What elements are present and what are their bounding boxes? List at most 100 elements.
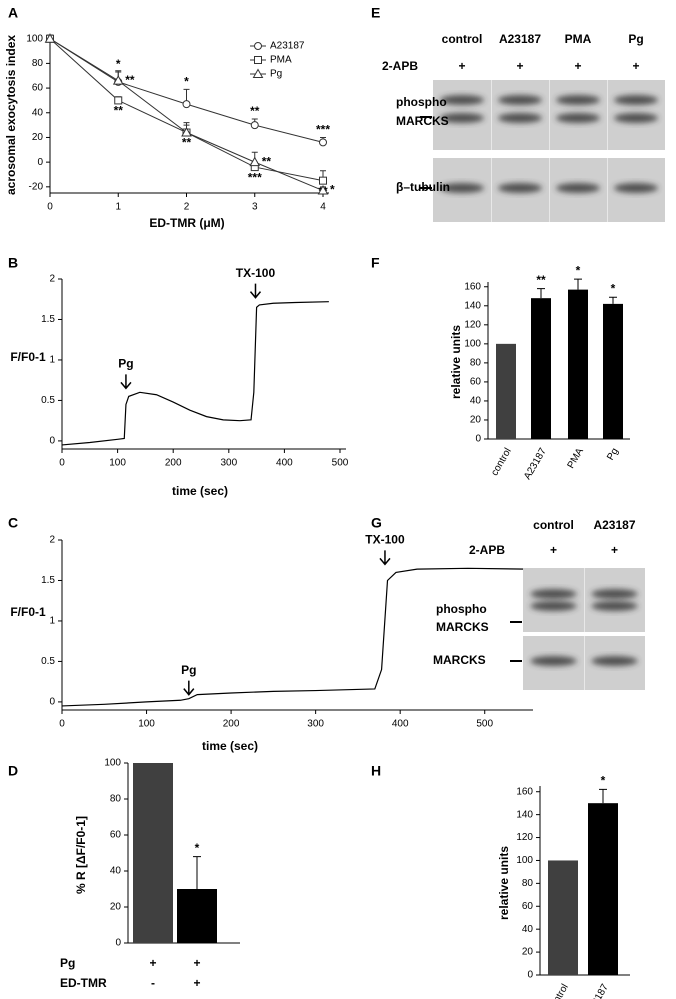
x-axis-label: ED-TMR (μM) bbox=[149, 216, 224, 230]
band bbox=[497, 183, 543, 193]
x-tick-label: 0 bbox=[47, 202, 53, 213]
y-tick-label: 60 bbox=[522, 901, 534, 912]
y-tick-label: 80 bbox=[32, 58, 44, 69]
band bbox=[613, 95, 659, 105]
bar bbox=[177, 889, 217, 943]
x-tick-label: 4 bbox=[320, 202, 326, 213]
band bbox=[530, 601, 577, 611]
x-tick-label: 0 bbox=[59, 458, 65, 469]
lane-label: A23187 bbox=[593, 518, 635, 532]
band bbox=[497, 113, 543, 123]
x-tick-label: 200 bbox=[165, 458, 182, 469]
x-tick-label: control bbox=[546, 982, 571, 999]
y-tick-label: 2 bbox=[49, 535, 55, 546]
y-tick-label: 140 bbox=[464, 300, 481, 311]
y-tick-label: 100 bbox=[26, 33, 43, 44]
y-tick-label: 60 bbox=[110, 830, 122, 841]
y-tick-label: 20 bbox=[110, 902, 122, 913]
marker bbox=[112, 75, 124, 85]
treatment-mark: + bbox=[574, 59, 581, 73]
treatment-label: Pg bbox=[60, 956, 75, 970]
y-tick-label: 40 bbox=[110, 866, 122, 877]
bar bbox=[588, 803, 618, 975]
panel-label: D bbox=[8, 763, 18, 779]
y-axis-label: relative units bbox=[449, 325, 463, 399]
treatment-label: 2-APB bbox=[469, 543, 505, 557]
treatment-mark: + bbox=[458, 59, 465, 73]
lane-divider bbox=[607, 80, 608, 150]
y-tick-label: 40 bbox=[470, 396, 482, 407]
y-tick-label: 120 bbox=[464, 319, 481, 330]
x-axis-label: time (sec) bbox=[202, 739, 258, 753]
y-tick-label: -20 bbox=[29, 181, 44, 192]
significance: ** bbox=[114, 104, 124, 118]
band bbox=[555, 183, 601, 193]
arrow bbox=[249, 283, 262, 299]
marker bbox=[249, 156, 261, 167]
y-axis-label: acrosomal exocytosis index bbox=[4, 35, 18, 195]
marker bbox=[317, 185, 329, 195]
band-label: MARCKS bbox=[436, 620, 489, 634]
y-tick-label: 100 bbox=[516, 855, 533, 866]
significance: ** bbox=[250, 104, 260, 118]
legend-label: A23187 bbox=[270, 41, 305, 52]
marker bbox=[319, 176, 327, 185]
bar bbox=[531, 298, 551, 439]
significance: ** bbox=[182, 136, 192, 150]
significance: ** bbox=[262, 154, 272, 168]
lane-label: PMA bbox=[565, 32, 592, 46]
significance: *** bbox=[316, 123, 330, 137]
significance: ** bbox=[536, 273, 546, 287]
band bbox=[439, 113, 485, 123]
y-tick-label: 0 bbox=[49, 697, 55, 708]
lane-divider bbox=[491, 80, 492, 150]
x-tick-label: A23187 bbox=[584, 982, 611, 999]
x-tick-label: PMA bbox=[566, 446, 587, 471]
lane-label: A23187 bbox=[499, 32, 541, 46]
y-tick-label: 60 bbox=[470, 377, 482, 388]
significance: * bbox=[195, 841, 200, 855]
significance: *** bbox=[248, 170, 262, 184]
band bbox=[591, 601, 638, 611]
legend-label: PMA bbox=[270, 55, 292, 66]
lane-divider bbox=[491, 158, 492, 222]
treatment-mark: - bbox=[151, 976, 155, 990]
error-bar bbox=[609, 296, 617, 304]
y-tick-label: 1.5 bbox=[41, 575, 55, 586]
x-tick-label: Pg bbox=[605, 446, 621, 462]
bar bbox=[496, 343, 516, 439]
panel-label: B bbox=[8, 255, 18, 271]
marker bbox=[114, 96, 123, 105]
y-tick-label: 0 bbox=[115, 938, 121, 949]
lane-label: Pg bbox=[628, 32, 643, 46]
x-tick-label: 0 bbox=[59, 719, 65, 730]
bar bbox=[603, 303, 623, 439]
marker bbox=[44, 33, 56, 43]
y-tick-label: 100 bbox=[464, 338, 481, 349]
panel-label: A bbox=[8, 5, 18, 21]
x-tick-label: 300 bbox=[220, 458, 237, 469]
significance: * bbox=[116, 57, 121, 71]
error-bar bbox=[193, 856, 201, 889]
y-tick-label: 80 bbox=[110, 794, 122, 805]
significance: * bbox=[576, 263, 581, 277]
x-axis-label: time (sec) bbox=[172, 484, 228, 498]
y-axis-label: % R [ΔF/F0-1] bbox=[74, 816, 88, 894]
band bbox=[530, 656, 577, 666]
annotation: TX-100 bbox=[236, 266, 276, 280]
band bbox=[555, 95, 601, 105]
lane-label: control bbox=[442, 32, 483, 46]
treatment-mark: + bbox=[611, 543, 618, 557]
y-tick-label: 0.5 bbox=[41, 395, 55, 406]
y-tick-label: 40 bbox=[32, 107, 44, 118]
y-tick-label: 80 bbox=[522, 878, 534, 889]
x-tick-label: 500 bbox=[332, 458, 349, 469]
x-tick-label: 200 bbox=[223, 719, 240, 730]
annotation: TX-100 bbox=[365, 533, 405, 547]
legend-label: Pg bbox=[270, 69, 282, 80]
y-tick-label: 1 bbox=[49, 355, 55, 366]
panel-label: C bbox=[8, 515, 18, 531]
treatment-mark: + bbox=[193, 956, 200, 970]
y-tick-label: 160 bbox=[516, 786, 533, 797]
